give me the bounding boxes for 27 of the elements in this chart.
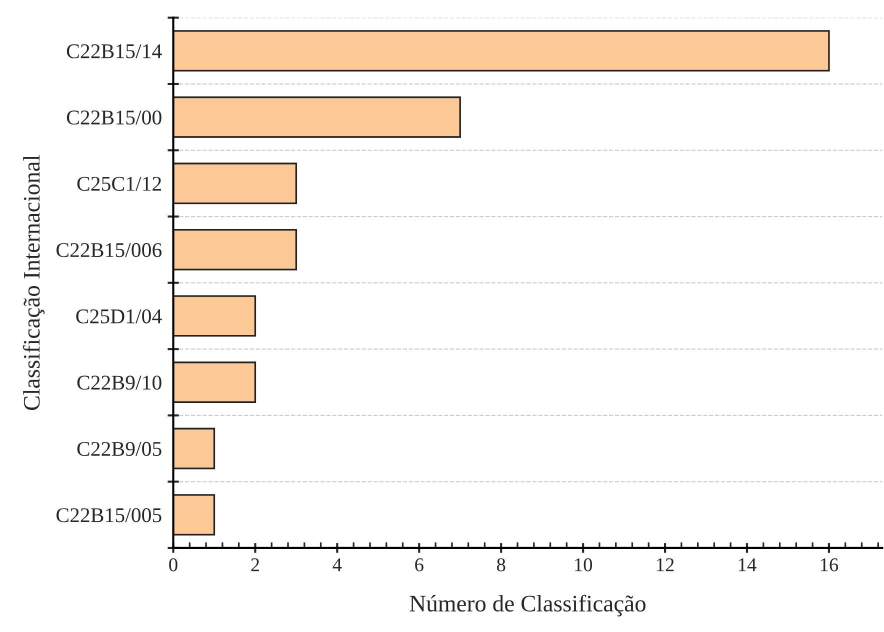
x-tick-label: 16 [820, 558, 838, 572]
x-tick-label: 12 [657, 558, 674, 572]
bar [173, 362, 256, 403]
y-tick-label: C22B15/14 [66, 44, 162, 58]
x-tick-label: 4 [332, 558, 342, 572]
x-tick-label: 10 [575, 558, 592, 572]
bar [173, 295, 256, 337]
bar [173, 228, 298, 270]
x-tick-label: 6 [415, 558, 424, 572]
y-tick-label: C22B15/005 [56, 508, 162, 522]
x-tick-label: 2 [251, 558, 260, 572]
y-tick-label: C22B9/10 [77, 376, 162, 390]
y-tick-label: C22B15/00 [66, 110, 162, 125]
bar [173, 162, 298, 204]
x-tick-label: 0 [169, 558, 178, 572]
y-axis-title: Classificação Internacional [22, 155, 45, 410]
y-tick-label: C22B15/006 [56, 243, 162, 258]
x-axis-title: Número de Classificação [410, 594, 646, 616]
bar [173, 30, 830, 72]
x-tick-label: 14 [738, 558, 756, 572]
x-tick-label: 8 [496, 558, 506, 572]
y-tick-label: C22B9/05 [77, 442, 162, 456]
y-tick-label: C25D1/04 [76, 309, 162, 324]
bar [173, 494, 216, 536]
bar [173, 96, 461, 138]
bar [173, 428, 216, 470]
y-tick-label: C25C1/12 [77, 176, 162, 191]
